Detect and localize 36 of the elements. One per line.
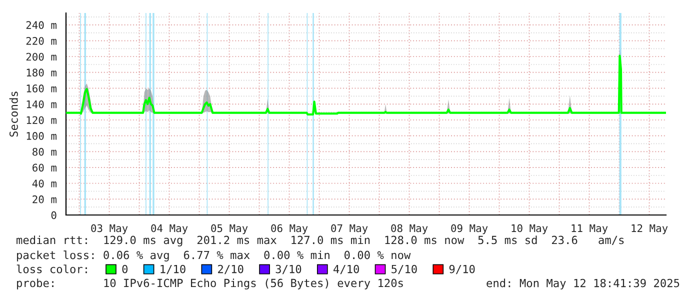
x-tick-label: 03 May [91,224,128,234]
legend-label: 9/10 [449,264,475,274]
legend-label: 3/10 [276,264,302,274]
x-tick-label: 11 May [572,224,608,234]
x-tick-label: 07 May [331,224,368,234]
text: packet loss: 0.06 % avg 6.77 % max 0.00 % min 0.00 % now [17,250,411,262]
y-tick-label: 100 m [26,132,56,140]
x-tick-label: 10 May [512,224,548,234]
y-tick-label: 220 m [26,36,56,45]
legend-label: 1/10 [160,264,186,274]
x-tick-label: 12 May [632,224,668,234]
legend-label: 0 [122,264,128,274]
y-tick-label: 240 m [26,21,56,30]
text: median rtt: 129.0 ms avg 201.2 ms max 127.0 ms min 128.0 ms now 5.5 ms sd 23.6 am/s [16,236,624,246]
legend-label: 4/10 [334,264,359,274]
legend-title: loss color: [16,264,87,274]
y-tick-label: 140 m [26,100,56,108]
y-tick-label: 80 m [32,148,56,156]
y-tick-label: 60 m [32,164,56,172]
x-tick-label: 04 May [151,224,188,234]
legend-label: 5/10 [392,264,417,274]
text: end: Mon May 12 18:41:39 2025 [486,278,680,290]
y-tick-label: 40 m [32,180,56,188]
x-tick-label: 06 May [271,224,308,234]
y-axis-title: Seconds [9,92,18,137]
x-tick-label: 09 May [451,224,488,234]
text: probe: 10 IPv6-ICMP Echo Pings (56 Bytes) every 120s [17,278,403,290]
y-tick-label: 20 m [32,195,56,204]
x-tick-label: 08 May [391,224,428,234]
y-tick-label: 0 [51,211,56,220]
legend-label: 2/10 [218,264,244,274]
x-tick-label: 05 May [211,224,248,234]
y-tick-label: 160 m [26,84,56,92]
y-tick-label: 180 m [26,68,56,77]
y-tick-label: 200 m [26,52,56,61]
y-tick-label: 120 m [26,116,56,124]
